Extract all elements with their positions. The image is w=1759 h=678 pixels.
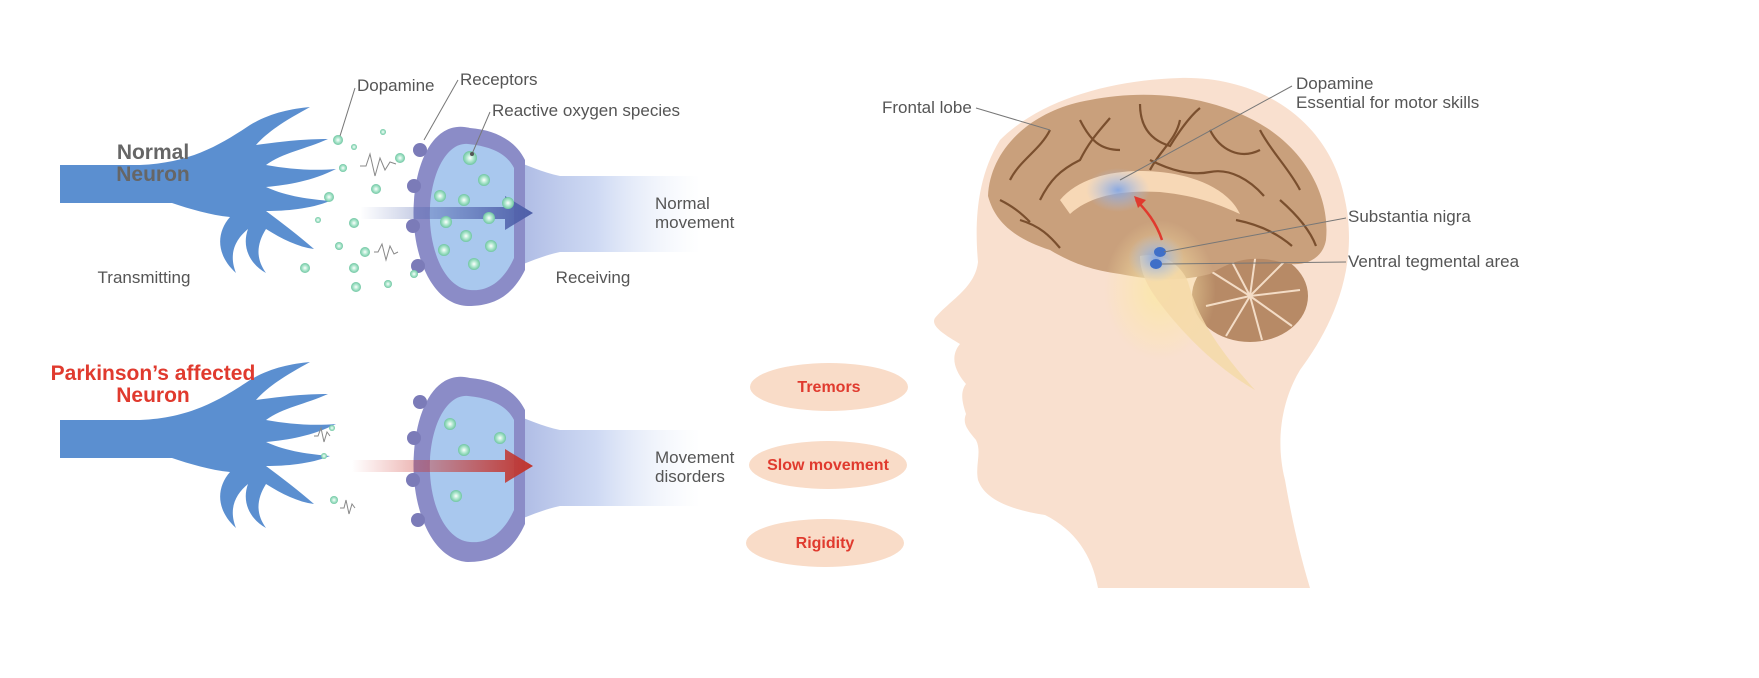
brain-gyri [999, 103, 1318, 249]
normal-signal-arrow [360, 196, 533, 230]
normal-transmitter [60, 107, 336, 273]
parkinson-signal-squiggle-2 [340, 499, 356, 515]
normal-signal-squiggle-1 [360, 152, 397, 177]
brainstem [1140, 255, 1255, 390]
symptom-tremors-pill [750, 363, 908, 411]
substantia-nigra-mark [1154, 247, 1166, 257]
symptom-tremors: Tremors [797, 379, 860, 396]
frontal-lobe-label: Frontal lobe [882, 98, 972, 117]
dopamine-label: Dopamine [357, 76, 435, 95]
ros-leader-dot [470, 152, 474, 156]
head-brain-group: Frontal lobe Dopamine Essential for moto… [882, 74, 1520, 588]
normal-receiver-axon [470, 150, 700, 278]
normal-outcome-line1: Normal [655, 194, 710, 213]
parkinson-receiver-axon [470, 404, 700, 532]
parkinson-title-line2: Neuron [116, 384, 190, 407]
parkinson-title-line1: Parkinson’s affected [51, 362, 256, 385]
dopamine-brain-label-line1: Dopamine [1296, 74, 1374, 93]
normal-outcome-line2: movement [655, 213, 735, 232]
parkinson-transmitter [60, 362, 336, 528]
symptom-rigidity: Rigidity [796, 535, 855, 552]
transmitting-label: Transmitting [98, 268, 191, 287]
midbrain-glow [1128, 234, 1184, 282]
vta-leader [1161, 261, 1347, 265]
parkinson-receptors [406, 395, 427, 527]
ros-label: Reactive oxygen species [492, 101, 680, 120]
dopamine-region-glow [1086, 168, 1150, 212]
receiving-label: Receiving [556, 268, 631, 287]
parkinson-dopamine-vesicles [321, 418, 506, 504]
normal-neuron-group: Normal Neuron Transmitting Receiving Nor… [60, 70, 735, 306]
parkinson-outcome-line1: Movement [655, 448, 735, 467]
parkinson-neuron-group: Parkinson’s affected Neuron Movement dis… [51, 362, 735, 562]
dopamine-pathway-arrowhead [1134, 196, 1146, 208]
frontal-lobe-leader [975, 107, 1051, 131]
symptom-rigidity-pill [746, 519, 904, 567]
receptors-leader [423, 79, 459, 141]
symptom-list: Tremors Slow movement Rigidity [746, 363, 908, 567]
vta-mark [1150, 259, 1162, 269]
dopamine-brain-label-line2: Essential for motor skills [1296, 93, 1479, 112]
dopamine-brain-leader [1119, 85, 1293, 181]
normal-signal-squiggle-2 [374, 242, 399, 262]
parkinson-signal-squiggle-1 [314, 426, 331, 443]
symptom-slow-movement-pill [749, 441, 907, 489]
cerebellum-folds [1205, 251, 1301, 341]
normal-title-line2: Neuron [116, 163, 190, 186]
parkinson-signal-arrow [352, 449, 533, 483]
dopamine-leader [339, 87, 356, 137]
normal-receptors [406, 143, 427, 273]
parkinson-outcome-line2: disorders [655, 467, 725, 486]
vta-label: Ventral tegmental area [1348, 252, 1520, 271]
substantia-nigra-label: Substantia nigra [1348, 207, 1471, 226]
normal-dopamine-vesicles [300, 129, 514, 292]
receptors-label: Receptors [460, 70, 537, 89]
symptom-slow-movement: Slow movement [767, 457, 889, 474]
normal-title-line1: Normal [117, 141, 189, 164]
ros-leader [471, 111, 491, 155]
substantia-nigra-leader [1163, 217, 1347, 253]
